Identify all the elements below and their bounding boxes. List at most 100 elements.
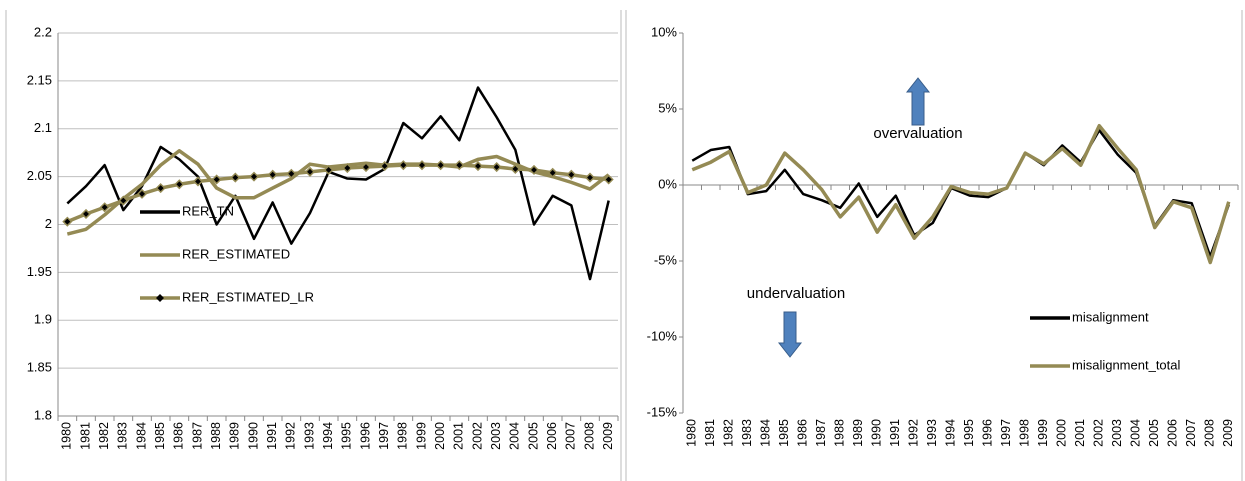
x-tick-label: 1995	[340, 422, 354, 450]
y-tick-label: 1.95	[27, 264, 52, 279]
x-tick-label: 1993	[302, 422, 316, 450]
annotation: undervaluation	[747, 285, 845, 302]
x-tick-label: 2002	[470, 422, 484, 450]
x-tick-label: 1991	[265, 422, 279, 450]
series-line	[691, 123, 1231, 265]
x-tick-label: 1997	[999, 419, 1013, 447]
series-line	[691, 129, 1230, 258]
x-tick-label: 1994	[321, 422, 335, 450]
x-tick-label: 2004	[508, 422, 522, 450]
marker	[360, 161, 372, 173]
marker	[342, 162, 353, 174]
x-tick-label: 1980	[685, 419, 699, 447]
y-tick-label: 1.9	[34, 312, 52, 327]
y-tick-label: -10%	[647, 328, 678, 343]
legend-label: RER_ESTIMATED_LR	[182, 289, 314, 304]
legend-label: misalignment	[1072, 309, 1149, 324]
marker	[584, 172, 596, 183]
marker	[118, 195, 129, 206]
y-tick-label: 1.8	[34, 407, 52, 422]
marker	[566, 169, 577, 180]
x-tick-label: 1987	[814, 419, 828, 447]
x-tick-label: 2003	[1110, 419, 1124, 447]
y-tick-label: 2.2	[34, 24, 52, 39]
x-tick-label: 1990	[870, 419, 884, 447]
x-tick-label: 1988	[833, 419, 847, 447]
marker	[491, 161, 502, 173]
y-tick-label: 2.15	[27, 72, 52, 87]
x-tick-label: 1999	[414, 422, 428, 450]
x-tick-label: 1981	[78, 422, 92, 450]
marker	[304, 166, 316, 177]
x-tick-label: 2007	[564, 422, 578, 450]
x-tick-label: 1992	[907, 419, 921, 447]
marker	[136, 188, 148, 199]
x-tick-label: 1985	[153, 422, 167, 450]
x-tick-label: 2005	[1147, 419, 1161, 447]
marker	[267, 169, 278, 180]
y-tick-label: 2	[45, 216, 52, 231]
x-tick-label: 1991	[888, 419, 902, 447]
x-tick-label: 1980	[60, 422, 74, 450]
series-line	[66, 86, 610, 281]
marker	[435, 160, 446, 171]
y-tick-label: -5%	[654, 252, 678, 267]
x-tick-label: 1983	[116, 422, 130, 450]
x-tick-label: 2001	[1073, 419, 1087, 447]
x-tick-label: 1990	[246, 422, 260, 450]
series-line	[66, 149, 610, 236]
down-arrow	[777, 311, 803, 358]
up-arrow	[905, 77, 931, 126]
y-tick-label: 0%	[658, 176, 677, 191]
x-tick-label: 1989	[228, 422, 242, 450]
marker	[155, 183, 166, 194]
x-tick-label: 1997	[377, 422, 391, 450]
x-tick-label: 1992	[284, 422, 298, 450]
x-tick-label: 2005	[526, 422, 540, 450]
x-tick-label: 1986	[796, 419, 810, 447]
x-tick-label: 1996	[981, 419, 995, 447]
x-tick-label: 1989	[851, 419, 865, 447]
y-tick-label: 1.85	[27, 360, 52, 375]
marker	[99, 202, 110, 213]
x-tick-label: 1994	[944, 419, 958, 447]
marker	[323, 164, 334, 175]
x-tick-label: 2007	[1184, 419, 1198, 447]
marker	[547, 167, 558, 178]
marker	[454, 160, 465, 171]
x-tick-label: 1996	[358, 422, 372, 450]
y-tick-label: 10%	[651, 24, 677, 39]
marker	[379, 161, 390, 172]
y-tick-label: 2.05	[27, 168, 52, 183]
annotation: overvaluation	[873, 125, 962, 142]
marker	[230, 172, 241, 183]
x-tick-label: 1983	[740, 419, 754, 447]
marker	[510, 163, 521, 175]
legend-label: RER_ESTIMATED	[182, 246, 290, 261]
x-tick-label: 2009	[1221, 419, 1235, 447]
x-tick-label: 1984	[759, 419, 773, 447]
marker	[286, 168, 297, 179]
x-tick-label: 1988	[209, 422, 223, 450]
x-tick-label: 2000	[433, 422, 447, 450]
x-tick-label: 1993	[925, 419, 939, 447]
legend-marker	[156, 294, 164, 302]
y-tick-label: 2.1	[34, 120, 52, 135]
x-tick-label: 2003	[489, 422, 503, 450]
x-tick-label: 1984	[134, 422, 148, 450]
x-tick-label: 1998	[1018, 419, 1032, 447]
x-tick-label: 1985	[777, 419, 791, 447]
marker	[211, 174, 222, 185]
x-tick-label: 2008	[1203, 419, 1217, 447]
marker	[472, 161, 484, 172]
x-tick-label: 2006	[1166, 419, 1180, 447]
x-tick-label: 1998	[396, 422, 410, 450]
marker	[416, 160, 428, 171]
x-tick-label: 2008	[582, 422, 596, 450]
marker	[174, 179, 185, 190]
marker	[80, 208, 92, 220]
legend-label: misalignment_total	[1072, 357, 1180, 372]
marker	[528, 164, 540, 175]
x-tick-label: 2002	[1092, 419, 1106, 447]
